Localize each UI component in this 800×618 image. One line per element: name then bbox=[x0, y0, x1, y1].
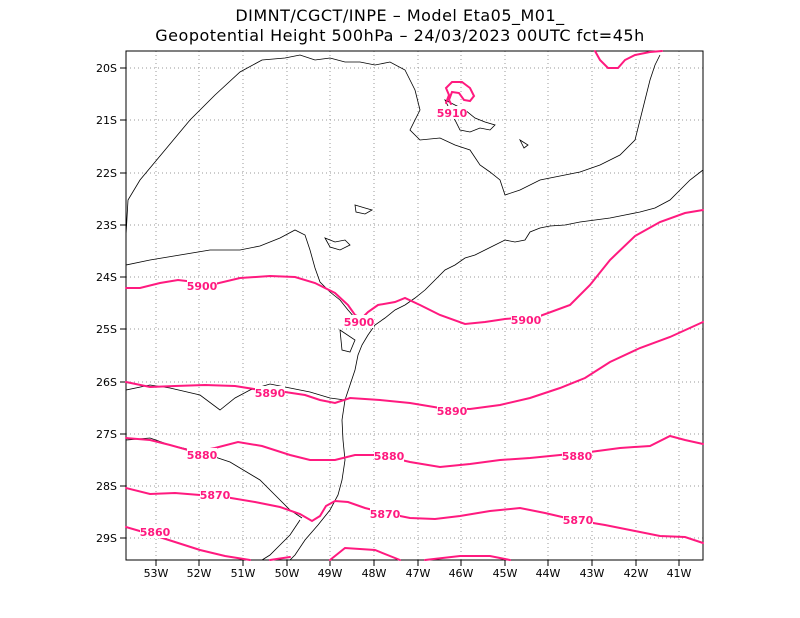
contours bbox=[125, 50, 704, 561]
contour-label-5880: 5880 bbox=[562, 450, 593, 463]
contour-label-5890: 5890 bbox=[255, 387, 286, 400]
contour-bottom-mid bbox=[329, 546, 401, 561]
plot-frame bbox=[125, 50, 704, 561]
contour-label-5860: 5860 bbox=[140, 526, 171, 539]
lon-label: 49W bbox=[318, 567, 343, 580]
contour-label-5910: 5910 bbox=[437, 107, 468, 120]
lon-label: 48W bbox=[362, 567, 387, 580]
contour-5900 bbox=[125, 209, 704, 326]
coastline-borders bbox=[125, 54, 704, 561]
state-border-sp-pr bbox=[125, 229, 366, 323]
lat-label: 29S bbox=[96, 532, 117, 545]
map-title-line1: DIMNT/CGCT/INPE – Model Eta05_M01_ bbox=[235, 6, 565, 25]
lat-label: 28S bbox=[96, 480, 117, 493]
lon-label: 45W bbox=[493, 567, 518, 580]
state-border-sp-mg bbox=[125, 54, 506, 236]
contour-bottom-right bbox=[424, 555, 511, 561]
contour-label-5870: 5870 bbox=[563, 514, 594, 527]
map-title-line2: Geopotential Height 500hPa – 24/03/2023 … bbox=[155, 26, 645, 45]
graticule bbox=[126, 51, 703, 560]
contour-bottom-left bbox=[269, 556, 291, 561]
tick-marks bbox=[120, 67, 680, 566]
lon-label: 43W bbox=[580, 567, 605, 580]
contour-label-5900: 5900 bbox=[511, 314, 542, 327]
lon-label: 53W bbox=[144, 567, 169, 580]
state-border-pr-sc bbox=[125, 383, 346, 411]
lat-labels: 20S 21S 22S 23S 24S 25S 26S 27S 28S 29S bbox=[96, 62, 117, 545]
state-border-mg-rj bbox=[504, 54, 661, 196]
coast-sc-rs bbox=[289, 304, 406, 561]
island-bays bbox=[324, 99, 529, 251]
contour-label-5900: 5900 bbox=[187, 280, 218, 293]
lat-label: 20S bbox=[96, 62, 117, 75]
lagoon-coast bbox=[261, 519, 301, 561]
lon-label: 41W bbox=[667, 567, 692, 580]
lon-label: 51W bbox=[231, 567, 256, 580]
lon-label: 42W bbox=[624, 567, 649, 580]
lat-label: 27S bbox=[96, 428, 117, 441]
contour-top-right bbox=[594, 50, 663, 69]
contour-labels: 5910 5900 5900 5900 5890 5890 5880 5880 … bbox=[140, 106, 594, 539]
contour-5890 bbox=[125, 321, 704, 411]
contour-label-5880: 5880 bbox=[187, 449, 218, 462]
contour-label-5880: 5880 bbox=[374, 450, 405, 463]
lon-label: 50W bbox=[275, 567, 300, 580]
lat-label: 26S bbox=[96, 376, 117, 389]
state-border-sc-rs bbox=[125, 437, 303, 519]
contour-label-5900: 5900 bbox=[344, 316, 375, 329]
lon-label: 44W bbox=[536, 567, 561, 580]
coast-rj-sp bbox=[404, 169, 704, 306]
lon-label: 47W bbox=[406, 567, 431, 580]
lon-label: 46W bbox=[449, 567, 474, 580]
bay-south bbox=[339, 329, 356, 353]
lat-label: 21S bbox=[96, 114, 117, 127]
contour-label-5890: 5890 bbox=[437, 405, 468, 418]
contour-label-5870: 5870 bbox=[370, 508, 401, 521]
lat-label: 22S bbox=[96, 167, 117, 180]
lat-label: 23S bbox=[96, 219, 117, 232]
contour-5910 bbox=[444, 81, 476, 105]
lat-label: 24S bbox=[96, 271, 117, 284]
lat-label: 25S bbox=[96, 323, 117, 336]
lon-labels: 53W 52W 51W 50W 49W 48W 47W 46W 45W 44W … bbox=[144, 567, 692, 580]
contour-label-5870: 5870 bbox=[200, 489, 231, 502]
contour-5870 bbox=[125, 487, 704, 544]
lon-label: 52W bbox=[187, 567, 212, 580]
